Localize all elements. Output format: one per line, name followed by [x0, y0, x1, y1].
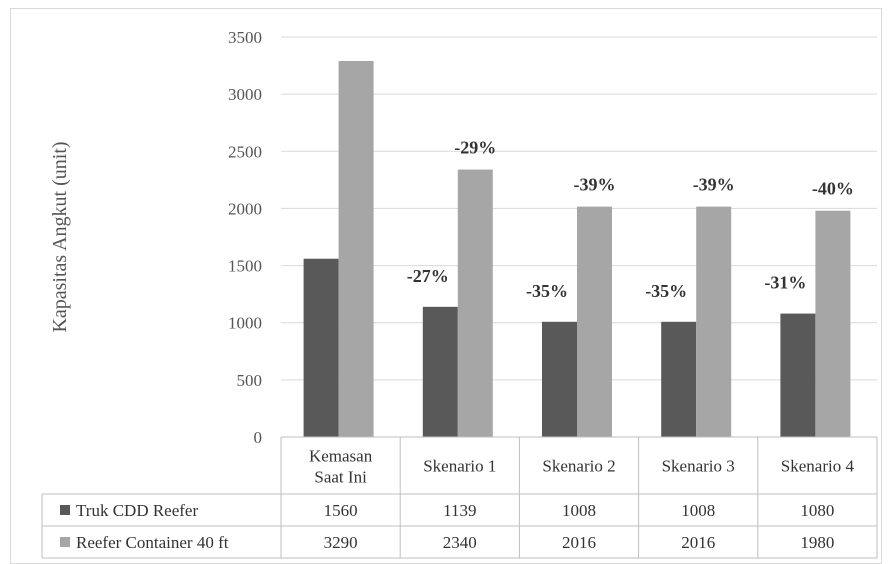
y-tick-label: 2500 [228, 142, 262, 161]
bar-reefer [815, 210, 851, 437]
table-cell: 2016 [562, 533, 596, 552]
bar-truk [422, 306, 458, 437]
bar-truk [780, 313, 816, 437]
legend-key [60, 537, 70, 547]
category-label: Saat Ini [314, 468, 367, 487]
category-label: Skenario 2 [542, 457, 615, 476]
bar-reefer [457, 169, 493, 438]
category-label: Skenario 3 [662, 457, 735, 476]
bar-truk [303, 258, 339, 437]
table-cell: 1139 [443, 501, 476, 520]
table-cell: 2016 [681, 533, 715, 552]
data-label: -39% [693, 175, 735, 195]
bar-truk [542, 321, 577, 437]
category-label: Skenario 1 [423, 457, 496, 476]
legend-label: Truk CDD Reefer [76, 501, 198, 520]
table-cell: 1080 [800, 501, 834, 520]
y-tick-label: 1500 [228, 257, 262, 276]
data-label: -31% [764, 273, 806, 293]
data-label: -27% [407, 266, 449, 286]
y-axis-label: Kapasitas Angkut (unit) [49, 141, 71, 332]
bar-truk [661, 321, 697, 437]
y-tick-label: 2000 [228, 199, 262, 218]
y-tick-label: 0 [254, 428, 263, 447]
table-cell: 1560 [324, 501, 358, 520]
bar-reefer [338, 61, 374, 437]
data-label: -39% [574, 175, 616, 195]
category-label: Skenario 4 [781, 457, 855, 476]
table-cell: 1980 [800, 533, 834, 552]
legend-label: Reefer Container 40 ft [76, 533, 229, 552]
y-tick-label: 500 [237, 371, 263, 390]
data-label: -35% [526, 281, 568, 301]
data-label: -29% [454, 138, 496, 158]
y-tick-label: 1000 [228, 314, 262, 333]
data-label: -40% [812, 179, 854, 199]
category-label: Kemasan [309, 447, 373, 466]
bar-reefer [577, 206, 612, 437]
table-cell: 3290 [324, 533, 358, 552]
bar-reefer [696, 206, 732, 437]
data-label: -35% [645, 281, 687, 301]
table-cell: 1008 [681, 501, 715, 520]
table-cell: 2340 [443, 533, 477, 552]
y-tick-label: 3500 [228, 28, 262, 47]
legend-key [60, 505, 70, 515]
y-tick-label: 3000 [228, 85, 262, 104]
table-cell: 1008 [562, 501, 596, 520]
